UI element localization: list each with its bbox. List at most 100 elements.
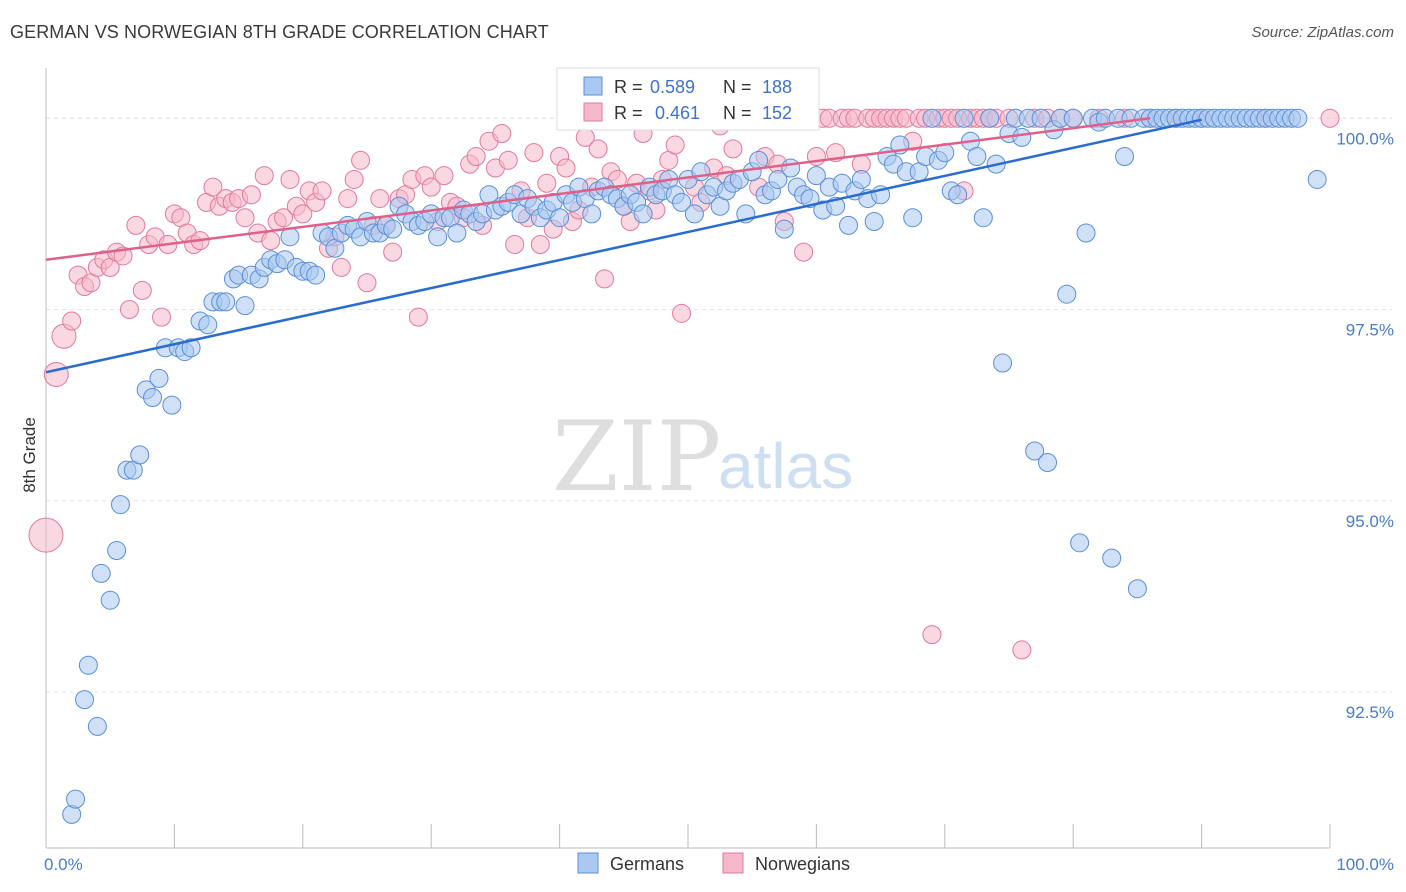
norwegian-point-137 <box>922 625 942 645</box>
norwegian-point-47 <box>344 169 364 189</box>
norwegian-point-49 <box>357 273 377 293</box>
german-point-125 <box>864 212 884 232</box>
german-point-150 <box>1025 441 1045 461</box>
norwegian-point-45 <box>331 257 351 277</box>
legend-label-germans: Germans <box>610 854 684 874</box>
german-point-13 <box>143 387 163 407</box>
norwegian-point-72 <box>505 234 525 254</box>
norwegian-point-117 <box>794 242 814 262</box>
stats-swatch-germans <box>583 76 603 96</box>
norwegian-point-37 <box>280 169 300 189</box>
stats-n-label-norwegians: N = <box>723 103 752 123</box>
norwegian-point-1 <box>43 362 69 388</box>
norwegian-point-66 <box>466 147 486 166</box>
german-point-191 <box>1288 108 1308 128</box>
norwegian-point-53 <box>383 242 403 262</box>
german-point-4 <box>87 716 107 736</box>
german-point-27 <box>235 296 255 316</box>
german-point-141 <box>967 147 987 166</box>
stats-box: R = 0.589 N = 188 R = 0.461 N = 152 <box>556 67 820 131</box>
norwegian-point-85 <box>588 139 608 159</box>
stats-r-label-germans: R = <box>614 77 643 97</box>
watermark: ZIP atlas <box>552 401 853 513</box>
norwegian-point-12 <box>119 300 139 319</box>
german-point-145 <box>993 353 1013 373</box>
german-point-16 <box>162 395 182 415</box>
norwegian-point-59 <box>421 177 441 197</box>
y-tick-label-3: 100.0% <box>1336 129 1394 148</box>
trend-lines <box>45 117 1202 374</box>
stats-n-label-germans: N = <box>723 77 752 97</box>
norwegian-point-70 <box>492 124 512 144</box>
norwegian-point-42 <box>312 181 332 201</box>
german-point-143 <box>980 108 1000 128</box>
german-point-5 <box>91 563 111 583</box>
norwegian-point-0 <box>28 517 64 553</box>
watermark-zip: ZIP <box>552 401 721 513</box>
german-point-8 <box>110 495 130 515</box>
german-point-3 <box>78 655 98 675</box>
german-point-157 <box>1070 533 1090 553</box>
source-credit: Source: ZipAtlas.com <box>1251 24 1394 41</box>
german-point-19 <box>181 338 201 358</box>
y-axis-label: 8th Grade <box>20 417 39 493</box>
german-point-112 <box>781 158 801 178</box>
norwegian-point-39 <box>293 204 313 224</box>
german-point-98 <box>691 162 711 182</box>
norwegian-point-3 <box>62 311 82 331</box>
german-point-14 <box>149 368 169 388</box>
norwegian-point-36 <box>274 208 294 228</box>
german-point-164 <box>1115 147 1135 166</box>
german-point-11 <box>130 445 150 465</box>
german-point-1 <box>66 789 86 809</box>
german-point-7 <box>107 540 127 560</box>
legend-swatch-norwegians <box>722 852 744 874</box>
german-point-110 <box>768 169 788 189</box>
y-tick-label-0: 92.5% <box>1346 703 1394 722</box>
norwegian-point-48 <box>351 150 371 170</box>
y-tick-label-1: 95.0% <box>1346 512 1394 531</box>
legend-swatch-germans <box>577 852 599 874</box>
german-point-148 <box>1012 127 1032 147</box>
watermark-atlas: atlas <box>718 430 853 502</box>
norwegian-point-76 <box>530 234 550 254</box>
stats-swatch-norwegians <box>583 102 603 122</box>
norwegian-point-34 <box>261 231 281 251</box>
german-point-166 <box>1127 579 1147 599</box>
axes <box>45 68 1331 849</box>
german-point-139 <box>954 108 974 128</box>
german-point-57 <box>428 227 448 247</box>
german-point-24 <box>216 292 236 312</box>
y-tick-labels: 92.5% 95.0% 97.5% 100.0% <box>1336 129 1394 722</box>
norwegian-point-86 <box>595 269 615 289</box>
german-point-89 <box>633 204 653 224</box>
german-point-6 <box>100 590 120 610</box>
german-point-116 <box>806 166 826 186</box>
german-point-38 <box>306 265 326 285</box>
german-point-111 <box>774 219 794 239</box>
x-tick-label-min: 0.0% <box>44 855 83 874</box>
german-point-21 <box>198 315 218 335</box>
stats-n-value-norwegians: 152 <box>762 103 792 123</box>
norwegian-point-75 <box>524 143 544 163</box>
german-point-123 <box>851 169 871 189</box>
x-tick-label-max: 100.0% <box>1336 855 1394 874</box>
german-point-121 <box>839 215 858 235</box>
german-point-152 <box>1038 453 1058 472</box>
norwegian-point-80 <box>556 158 576 178</box>
norwegian-point-30 <box>235 208 255 228</box>
norwegian-point-57 <box>408 307 428 327</box>
norwegian-trend-line <box>45 117 1151 262</box>
stats-r-value-germans: 0.589 <box>650 77 695 97</box>
german-point-131 <box>903 208 923 228</box>
german-point-50 <box>383 219 403 239</box>
chart-title: GERMAN VS NORWEGIAN 8TH GRADE CORRELATIO… <box>10 22 549 42</box>
german-point-95 <box>672 192 692 212</box>
german-point-156 <box>1063 108 1083 128</box>
norwegian-point-13 <box>126 215 146 235</box>
german-point-158 <box>1076 223 1096 243</box>
norwegian-point-51 <box>370 189 390 209</box>
norwegian-point-160 <box>1320 108 1340 128</box>
norwegian-point-71 <box>498 150 518 170</box>
